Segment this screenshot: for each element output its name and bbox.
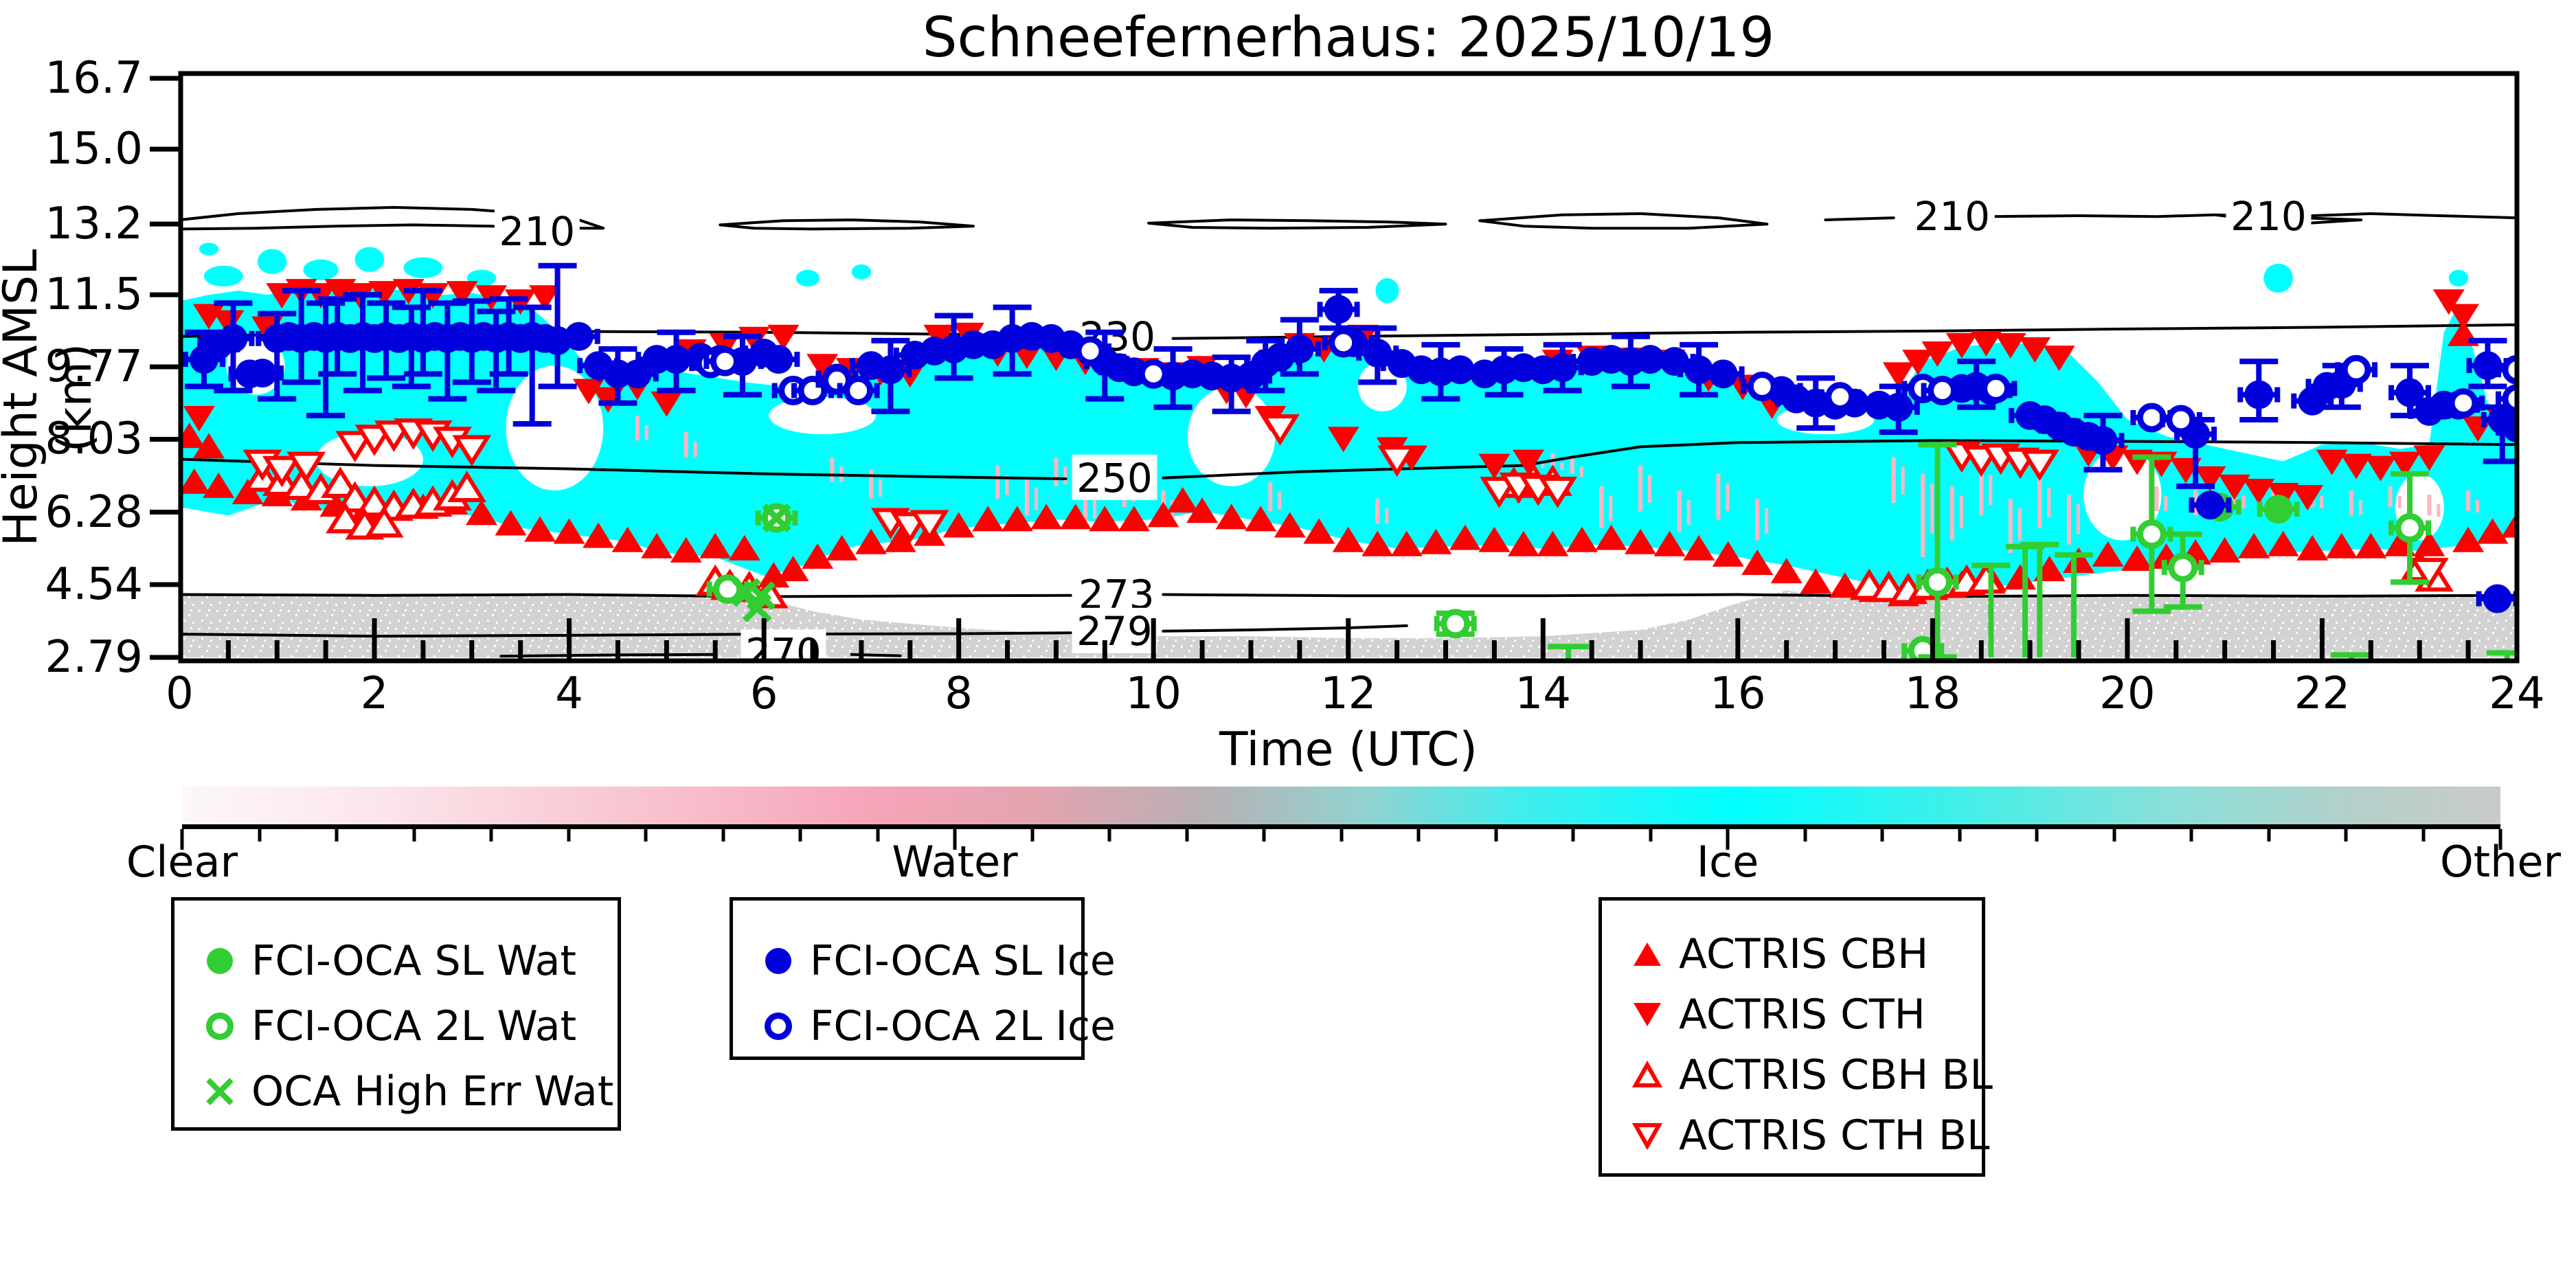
colorbar-major-tick — [953, 829, 957, 850]
x-tick-label: 10 — [1125, 668, 1182, 719]
colorbar-tick — [1880, 829, 1884, 841]
colorbar-tick — [2112, 829, 2116, 841]
colorbar-tick — [1803, 829, 1807, 841]
legend-ice: FCI-OCA SL Ice FCI-OCA 2L Ice — [730, 897, 1116, 1060]
legend-label: FCI-OCA 2L Wat — [251, 1002, 577, 1050]
legend-label: FCI-OCA SL Ice — [810, 936, 1116, 985]
legend-item: ACTRIS CTH — [1602, 984, 1982, 1045]
x-mark-green-icon — [203, 1075, 236, 1108]
svg-text:250: 250 — [1076, 455, 1153, 501]
colorbar-tick — [1571, 829, 1575, 841]
x-tick-label: 4 — [555, 668, 583, 719]
legend-item: ACTRIS CTH BL — [1602, 1105, 1989, 1166]
legend-label: OCA High Err Wat — [251, 1067, 614, 1116]
legend-label: ACTRIS CTH — [1679, 991, 1925, 1039]
x-tick-label: 24 — [2489, 668, 2545, 719]
colorbar-tick — [1262, 829, 1266, 841]
colorbar-tick — [2189, 829, 2193, 841]
svg-text:210: 210 — [499, 208, 575, 255]
colorbar-tick — [2267, 829, 2270, 841]
filled-circle-green-icon — [203, 945, 236, 978]
open-triangle-down-red-icon — [1631, 1119, 1664, 1152]
legend-actris: ACTRIS CBH ACTRIS CTH ACTRIS CBH BL ACTR… — [1598, 897, 1993, 1177]
legend-water: FCI-OCA SL Wat FCI-OCA 2L Wat OCA High E… — [171, 897, 621, 1131]
colorbar-tick — [1030, 829, 1034, 841]
filled-circle-blue-icon — [762, 945, 795, 978]
y-tick-label: 9.77 — [45, 341, 144, 392]
colorbar-tick — [258, 829, 261, 841]
legend-item: OCA High Err Wat — [174, 1059, 618, 1124]
y-tick-label: 15.0 — [45, 124, 144, 175]
colorbar-tick — [721, 829, 725, 841]
colorbar-tick — [1649, 829, 1652, 841]
chart-title: Schneefernerhaus: 2025/10/19 — [922, 5, 1775, 69]
legend-label: ACTRIS CBH — [1679, 930, 1929, 978]
colorbar-label-other: Other — [2439, 837, 2562, 887]
y-tick-label: 13.2 — [45, 199, 144, 250]
colorbar-tick — [567, 829, 570, 841]
colorbar-tick — [2344, 829, 2348, 841]
x-tick-label: 6 — [749, 668, 778, 719]
x-tick-label: 2 — [360, 668, 389, 719]
colorbar-tick — [1416, 829, 1421, 841]
legend-item: ACTRIS CBH BL — [1602, 1045, 1993, 1105]
colorbar-tick — [644, 829, 648, 841]
y-tick-label: 4.54 — [45, 558, 144, 610]
x-tick-label: 22 — [2294, 668, 2351, 719]
legend-item: FCI-OCA 2L Wat — [174, 993, 618, 1059]
colorbar-tick — [2035, 829, 2039, 841]
x-tick-label: 18 — [1904, 668, 1961, 719]
colorbar-tick — [798, 829, 802, 841]
x-axis-label: Time (UTC) — [1219, 723, 1478, 777]
colorbar-label-water: Water — [892, 837, 1018, 887]
colorbar-major-tick — [2498, 829, 2502, 850]
colorbar-tick — [1958, 829, 1961, 841]
svg-text:210: 210 — [1914, 193, 1990, 240]
legend-item: FCI-OCA SL Wat — [174, 928, 618, 993]
colorbar-tick — [489, 829, 493, 841]
legend-label: FCI-OCA 2L Ice — [810, 1002, 1116, 1050]
colorbar-gradient — [182, 787, 2500, 824]
x-tick-label: 8 — [945, 668, 973, 719]
x-tick-label: 14 — [1515, 668, 1571, 719]
colorbar-tick — [412, 829, 416, 841]
colorbar-label-ice: Ice — [1696, 837, 1759, 887]
open-circle-blue-icon — [762, 1010, 795, 1043]
colorbar-major-tick — [180, 829, 184, 850]
svg-text:270: 270 — [745, 629, 822, 676]
filled-triangle-down-red-icon — [1631, 998, 1664, 1031]
colorbar-tick — [1107, 829, 1111, 841]
colorbar-tick — [1185, 829, 1188, 841]
open-circle-green-icon — [203, 1010, 236, 1043]
legend-item: ACTRIS CBH — [1602, 924, 1982, 984]
x-tick-label: 20 — [2099, 668, 2156, 719]
y-tick-label: 6.28 — [45, 486, 144, 538]
colorbar-label-clear: Clear — [126, 837, 238, 887]
legend-label: ACTRIS CTH BL — [1679, 1111, 1990, 1160]
x-tick-label: 12 — [1320, 668, 1377, 719]
open-triangle-up-red-icon — [1631, 1059, 1664, 1092]
legend-label: FCI-OCA SL Wat — [251, 936, 577, 985]
y-tick-label: 8.03 — [45, 414, 144, 465]
legend-label: ACTRIS CBH BL — [1679, 1051, 1993, 1099]
x-tick-label: 0 — [166, 668, 194, 719]
y-tick-label: 11.5 — [45, 269, 144, 321]
x-tick-label: 16 — [1710, 668, 1766, 719]
legend-item: FCI-OCA SL Ice — [733, 928, 1116, 993]
y-tick-label: 16.7 — [45, 53, 144, 104]
colorbar-tick — [876, 829, 879, 841]
svg-text:279: 279 — [1076, 608, 1153, 655]
filled-triangle-up-red-icon — [1631, 938, 1664, 971]
y-tick-label: 2.79 — [45, 632, 144, 683]
colorbar-tick — [1340, 829, 1343, 841]
colorbar — [180, 787, 2502, 850]
colorbar-tick — [2421, 829, 2425, 841]
colorbar-major-tick — [1726, 829, 1730, 850]
colorbar-tick — [1494, 829, 1498, 841]
legend-item: FCI-OCA 2L Ice — [733, 993, 1116, 1059]
colorbar-tick — [335, 829, 339, 841]
svg-text:210: 210 — [2230, 193, 2307, 240]
